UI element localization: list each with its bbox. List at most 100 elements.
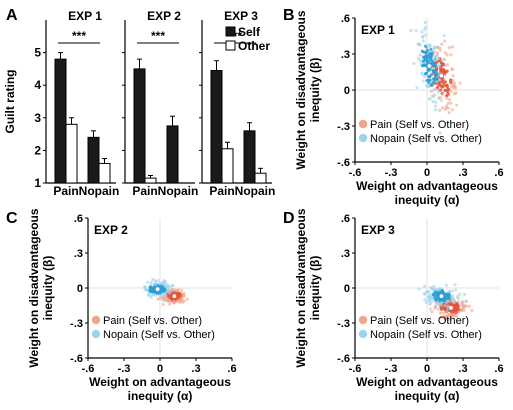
x-axis-label-line1: Weight on advantageous: [89, 375, 231, 389]
scatter-point-nopain: [424, 44, 428, 48]
scatter-point-nopain: [433, 297, 438, 301]
bar-self: [87, 136, 100, 184]
scatter-point-nopain: [148, 285, 152, 289]
scatter-point-pain: [429, 89, 433, 94]
x-tick-label: -.3: [118, 363, 131, 375]
scatter-point-pain: [418, 53, 422, 57]
y-tick-label: 3: [34, 111, 41, 125]
scatter-point-nopain: [420, 72, 424, 77]
scatter-point-pain: [450, 108, 454, 112]
x-axis-label-line2: inequity (α): [395, 389, 460, 403]
y-tick-label: -.6: [337, 353, 350, 365]
scatter-point-pain: [182, 299, 186, 303]
x-tick-label: .3: [458, 363, 467, 375]
scatter-point-nopain: [431, 77, 436, 81]
scatter-point-pain: [455, 302, 459, 306]
scatter-point-nopain: [443, 64, 447, 68]
scatter-point-nopain: [425, 290, 429, 294]
scatter-point-nopain: [438, 72, 442, 76]
y-tick-label: .3: [341, 49, 350, 61]
bar-other: [254, 172, 267, 184]
panel-letter-a: A: [6, 7, 18, 24]
legend-marker-nopain: [358, 329, 368, 339]
x-tick-label: Nopain: [235, 184, 276, 198]
scatter-point-nopain: [156, 279, 160, 283]
x-tick-label: Pain: [209, 184, 234, 198]
scatter-point-nopain: [428, 307, 433, 311]
scatter-point-pain: [441, 77, 445, 82]
scatter-point-pain: [168, 302, 172, 306]
y-tick-label: 5: [34, 46, 41, 60]
scatter-point-pain: [452, 314, 456, 319]
centroid-nopain: [426, 63, 433, 69]
x-tick-label: Nopain: [79, 184, 120, 198]
y-tick-label: -.6: [70, 353, 83, 365]
y-tick-label: .6: [341, 13, 350, 25]
y-tick-label: 4: [34, 78, 41, 92]
scatter-point-pain: [458, 81, 462, 85]
y-tick-label: .3: [341, 248, 350, 260]
scatter-point-nopain: [171, 283, 175, 287]
scatter-point-pain: [456, 300, 460, 304]
scatter-point-nopain: [434, 77, 439, 81]
scatter-point-nopain: [409, 28, 413, 33]
y-axis-label-line2: inequity (β): [308, 58, 322, 123]
scatter-point-nopain: [149, 289, 153, 293]
scatter-point-nopain: [142, 284, 147, 288]
scatter-point-nopain: [430, 286, 434, 290]
legend-swatch-self: [225, 26, 236, 37]
group-title: EXP 3: [224, 9, 258, 23]
scatter-point-nopain: [430, 51, 434, 55]
scatter-point-nopain: [421, 39, 425, 43]
scatter-point-pain: [439, 315, 443, 319]
scatter-point-nopain: [446, 305, 450, 309]
x-tick-label: -.6: [349, 363, 362, 375]
legend-label-nopain: Nopain (Self vs. Other): [370, 329, 482, 341]
scatter-point-nopain: [442, 33, 446, 38]
scatter-point-nopain: [433, 104, 438, 108]
legend-marker-nopain: [91, 329, 101, 339]
group-title: EXP 1: [68, 9, 102, 23]
legend-label-pain: Pain (Self vs. Other): [370, 119, 469, 131]
centroid-nopain: [438, 293, 445, 300]
scatter-point-nopain: [444, 283, 449, 287]
scatter-point-nopain: [151, 277, 155, 282]
y-axis-label-line1: Weight on disadvantageous: [294, 208, 308, 367]
x-tick-label: -.6: [82, 363, 95, 375]
scatter-point-pain: [430, 310, 434, 314]
x-axis-label-line2: inequity (α): [395, 193, 460, 207]
scatter-point-nopain: [432, 69, 436, 74]
scatter-point-pain: [181, 294, 185, 298]
scatter-point-nopain: [423, 298, 427, 302]
scatter-point-nopain: [162, 279, 166, 283]
scatter-point-pain: [441, 106, 445, 110]
scatter-point-nopain: [452, 300, 456, 305]
scatter-point-nopain: [161, 292, 165, 296]
scatter-point-nopain: [423, 56, 427, 61]
scatter-point-pain: [454, 314, 459, 318]
scatter-point-nopain: [166, 288, 171, 292]
scatter-point-pain: [448, 78, 453, 82]
scatter-point-pain: [185, 297, 189, 301]
y-axis-label: Guilt rating: [3, 70, 17, 134]
legend-marker-pain: [358, 119, 368, 129]
bar-other: [144, 177, 157, 184]
legend-label-nopain: Nopain (Self vs. Other): [103, 329, 215, 341]
panel-letter-d: D: [283, 210, 295, 227]
scatter-point-nopain: [433, 63, 437, 68]
y-tick-label: -.6: [337, 157, 350, 169]
scatter-point-pain: [177, 292, 182, 296]
scatter-point-nopain: [437, 56, 441, 61]
scatter-point-nopain: [162, 287, 167, 291]
scatter-point-pain: [446, 106, 450, 111]
x-tick-label: 0: [157, 363, 163, 375]
y-tick-label: -.3: [70, 318, 83, 330]
scatter-point-nopain: [163, 284, 167, 288]
scatter-point-pain: [434, 60, 438, 65]
scatter-point-nopain: [458, 292, 462, 296]
scatter-point-pain: [178, 299, 182, 303]
scatter-point-nopain: [436, 307, 440, 311]
